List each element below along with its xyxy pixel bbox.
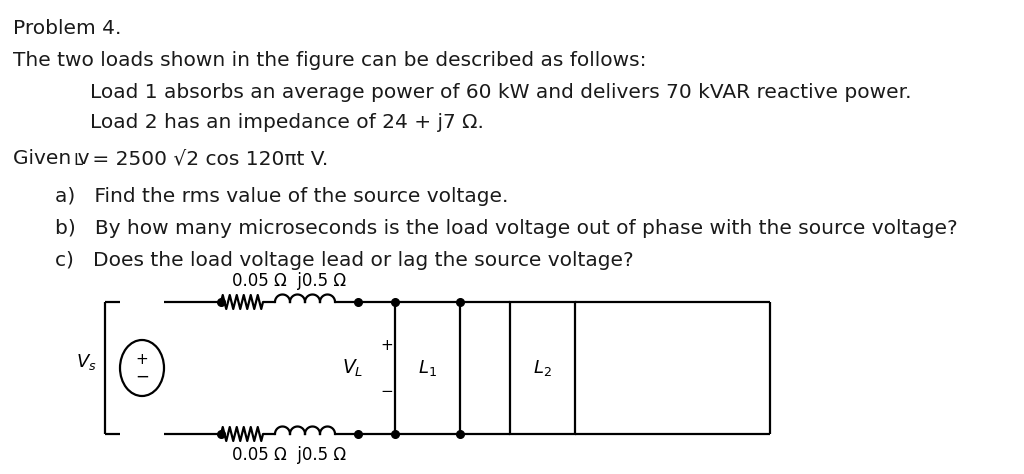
Text: 0.05 Ω  j0.5 Ω: 0.05 Ω j0.5 Ω — [232, 272, 346, 290]
Text: $V_s$: $V_s$ — [77, 352, 97, 372]
Text: −: − — [381, 383, 393, 399]
Text: Problem 4.: Problem 4. — [13, 19, 122, 38]
Text: $L_2$: $L_2$ — [534, 358, 552, 378]
Text: $L_1$: $L_1$ — [418, 358, 437, 378]
Text: $V_L$: $V_L$ — [342, 357, 364, 379]
Text: +: + — [135, 353, 148, 367]
Text: a)   Find the rms value of the source voltage.: a) Find the rms value of the source volt… — [55, 187, 508, 206]
Bar — [395, 302, 460, 434]
Text: −: − — [135, 368, 148, 386]
Text: c)   Does the load voltage lead or lag the source voltage?: c) Does the load voltage lead or lag the… — [55, 251, 634, 270]
Text: Load 1 absorbs an average power of 60 kW and delivers 70 kVAR reactive power.: Load 1 absorbs an average power of 60 kW… — [90, 83, 911, 102]
Text: The two loads shown in the figure can be described as follows:: The two loads shown in the figure can be… — [13, 51, 646, 70]
Text: 0.05 Ω  j0.5 Ω: 0.05 Ω j0.5 Ω — [232, 446, 346, 464]
Text: Given v: Given v — [13, 149, 89, 168]
Text: +: + — [381, 338, 393, 354]
Text: b)   By how many microseconds is the load voltage out of phase with the source v: b) By how many microseconds is the load … — [55, 219, 957, 238]
Text: L: L — [74, 153, 82, 168]
Bar — [510, 302, 575, 434]
Text: = 2500 √2 cos 120πt V.: = 2500 √2 cos 120πt V. — [86, 149, 329, 168]
Text: Load 2 has an impedance of 24 + j7 Ω.: Load 2 has an impedance of 24 + j7 Ω. — [90, 113, 484, 132]
